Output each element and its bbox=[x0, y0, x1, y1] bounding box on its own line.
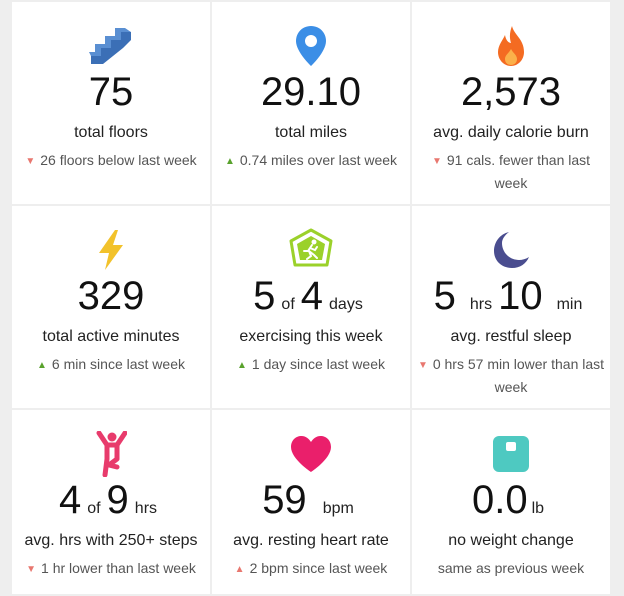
hourly-steps-unit: hrs bbox=[134, 500, 158, 517]
floors-delta: ▼ 26 floors below last week bbox=[16, 150, 206, 173]
trend-down-icon: ▼ bbox=[431, 156, 442, 167]
weight-unit: lb bbox=[531, 500, 545, 517]
tile-exercise-days: 5 of 4 days exercising this week ▲ 1 day … bbox=[212, 206, 410, 408]
hourly-steps-goal: 9 bbox=[106, 478, 129, 522]
exercise-label: exercising this week bbox=[239, 328, 383, 345]
heart-icon bbox=[212, 430, 410, 478]
trend-down-icon: ▼ bbox=[26, 564, 37, 575]
miles-label: total miles bbox=[274, 124, 348, 141]
flame-icon bbox=[412, 22, 610, 70]
exercise-value: 5 bbox=[253, 274, 276, 318]
tile-miles: 29.10 total miles ▲ 0.74 miles over last … bbox=[212, 2, 410, 204]
tile-hourly-steps: 4 of 9 hrs avg. hrs with 250+ steps ▼ 1 h… bbox=[12, 410, 210, 594]
miles-metric: 29.10 bbox=[212, 72, 410, 112]
weight-label: no weight change bbox=[448, 532, 574, 549]
tile-sleep: 5 hrs 10 min avg. restful sleep ▼ 0 hrs 5… bbox=[412, 206, 610, 408]
active-minutes-delta: ▲ 6 min since last week bbox=[16, 354, 206, 377]
moon-icon bbox=[412, 226, 610, 274]
active-minutes-metric: 329 bbox=[12, 276, 210, 316]
weight-value: 0.0 bbox=[471, 478, 528, 522]
tile-weight: 0.0 lb no weight change same as previous… bbox=[412, 410, 610, 594]
tile-calories: 2,573 avg. daily calorie burn ▼ 91 cals. … bbox=[412, 2, 610, 204]
miles-value: 29.10 bbox=[260, 70, 362, 114]
sleep-hours-unit: hrs bbox=[469, 296, 493, 313]
trend-up-icon: ▲ bbox=[234, 564, 245, 575]
person-raising-arms-icon bbox=[12, 430, 210, 478]
heart-rate-delta: ▲ 2 bpm since last week bbox=[216, 558, 406, 581]
weight-metric: 0.0 lb bbox=[412, 480, 610, 520]
active-minutes-label: total active minutes bbox=[42, 328, 180, 345]
tile-heart-rate: 59 bpm avg. resting heart rate ▲ 2 bpm si… bbox=[212, 410, 410, 594]
heart-rate-metric: 59 bpm bbox=[212, 480, 410, 520]
location-pin-icon bbox=[212, 22, 410, 70]
hourly-steps-label: avg. hrs with 250+ steps bbox=[24, 532, 198, 549]
heart-rate-value: 59 bbox=[262, 478, 307, 522]
floors-label: total floors bbox=[74, 124, 148, 141]
tile-floors: 75 total floors ▼ 26 floors below last we… bbox=[12, 2, 210, 204]
heart-rate-label: avg. resting heart rate bbox=[233, 532, 389, 549]
heart-rate-unit: bpm bbox=[322, 500, 354, 517]
lightning-bolt-icon bbox=[12, 226, 210, 274]
floors-metric: 75 bbox=[12, 72, 210, 112]
exercise-delta: ▲ 1 day since last week bbox=[216, 354, 406, 377]
miles-delta: ▲ 0.74 miles over last week bbox=[216, 150, 406, 173]
hourly-steps-value: 4 bbox=[58, 478, 82, 522]
calories-label: avg. daily calorie burn bbox=[433, 124, 589, 141]
trend-up-icon: ▲ bbox=[237, 360, 247, 371]
calories-delta: ▼ 91 cals. fewer than last week bbox=[431, 152, 591, 191]
calories-value: 2,573 bbox=[460, 70, 562, 114]
exercise-goal: 4 bbox=[300, 274, 324, 318]
sleep-metric: 5 hrs 10 min bbox=[412, 276, 610, 316]
running-person-badge-icon bbox=[212, 226, 410, 274]
sleep-minutes-value: 10 bbox=[498, 274, 543, 318]
exercise-unit: days bbox=[329, 296, 363, 313]
trend-down-icon: ▼ bbox=[25, 156, 36, 167]
sleep-hours-value: 5 bbox=[433, 274, 456, 318]
trend-up-icon: ▲ bbox=[224, 156, 235, 167]
active-minutes-value: 329 bbox=[77, 274, 145, 318]
tile-active-minutes: 329 total active minutes ▲ 6 min since la… bbox=[12, 206, 210, 408]
calories-metric: 2,573 bbox=[412, 72, 610, 112]
weight-delta: same as previous week bbox=[437, 560, 585, 576]
hourly-steps-metric: 4 of 9 hrs bbox=[12, 480, 210, 520]
sleep-label: avg. restful sleep bbox=[450, 328, 572, 345]
exercise-metric: 5 of 4 days bbox=[212, 276, 410, 316]
exercise-of: of bbox=[281, 296, 295, 313]
hourly-steps-of: of bbox=[87, 500, 101, 517]
floors-value: 75 bbox=[88, 70, 134, 114]
trend-up-icon: ▲ bbox=[37, 360, 47, 371]
sleep-minutes-unit: min bbox=[556, 296, 583, 313]
scale-icon bbox=[412, 430, 610, 478]
sleep-delta: ▼ 0 hrs 57 min lower than last week bbox=[417, 356, 605, 395]
hourly-steps-delta: ▼ 1 hr lower than last week bbox=[16, 558, 206, 581]
stairs-icon bbox=[12, 22, 210, 70]
trend-down-icon: ▼ bbox=[417, 360, 428, 371]
